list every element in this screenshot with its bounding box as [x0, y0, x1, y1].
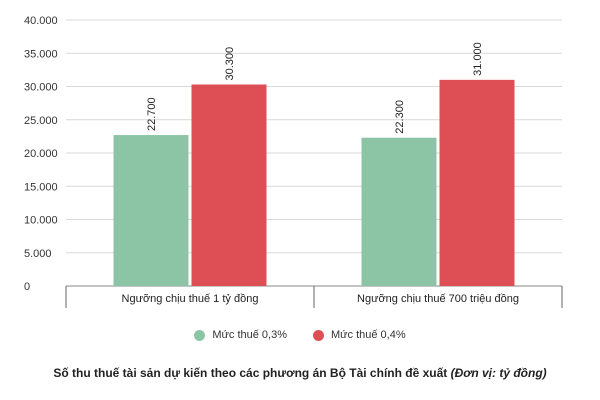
legend-item-series-2[interactable]: Mức thuế 0,4% — [313, 329, 406, 341]
bar-series-2-cat-1 — [191, 84, 267, 286]
legend-label-series-2: Mức thuế 0,4% — [331, 329, 406, 341]
bar-value-label: 22.300 — [394, 100, 406, 134]
y-tick-label: 25.000 — [24, 115, 58, 127]
legend-swatch-series-1 — [194, 329, 206, 341]
y-tick-label: 35.000 — [24, 48, 58, 60]
y-tick-label: 0 — [24, 281, 30, 293]
bar-value-label: 22.700 — [146, 97, 158, 131]
legend-item-series-1[interactable]: Mức thuế 0,3% — [194, 329, 287, 341]
legend-swatch-series-2 — [313, 329, 324, 341]
chart-unit-note: (Đơn vị: tỷ đồng) — [450, 366, 547, 380]
y-tick-label: 10.000 — [24, 215, 58, 227]
bar-chart: 0 5.000 10.000 15.000 20.000 25.000 30.000 35.0… — [24, 15, 563, 308]
x-category-label: Ngưỡng chịu thuế 1 tỷ đồng — [122, 293, 259, 305]
bar-series-1-cat-2 — [361, 137, 437, 286]
x-category-label: Ngưỡng chịu thuế 700 triệu đồng — [357, 293, 519, 305]
y-tick-label: 20.000 — [24, 148, 58, 160]
bar-series-2-cat-2 — [439, 79, 515, 286]
y-tick-label: 15.000 — [24, 181, 58, 193]
bar-value-label: 31.000 — [472, 42, 484, 76]
chart-caption: Số thu thuế tài sản dự kiến theo các phư… — [30, 366, 570, 381]
bar-value-label: 30.300 — [224, 47, 236, 81]
y-tick-label: 30.000 — [24, 82, 58, 94]
y-tick-label: 5.000 — [24, 248, 52, 260]
y-tick-label: 40.000 — [24, 15, 58, 27]
chart-title: Số thu thuế tài sản dự kiến theo các phư… — [53, 366, 448, 380]
chart-legend: Mức thuế 0,3% Mức thuế 0,4% — [0, 327, 600, 343]
bar-series-1-cat-1 — [113, 135, 189, 286]
legend-label-series-1: Mức thuế 0,3% — [212, 329, 287, 341]
chart-canvas: 0 5.000 10.000 15.000 20.000 25.000 30.000 35.0… — [24, 15, 563, 308]
